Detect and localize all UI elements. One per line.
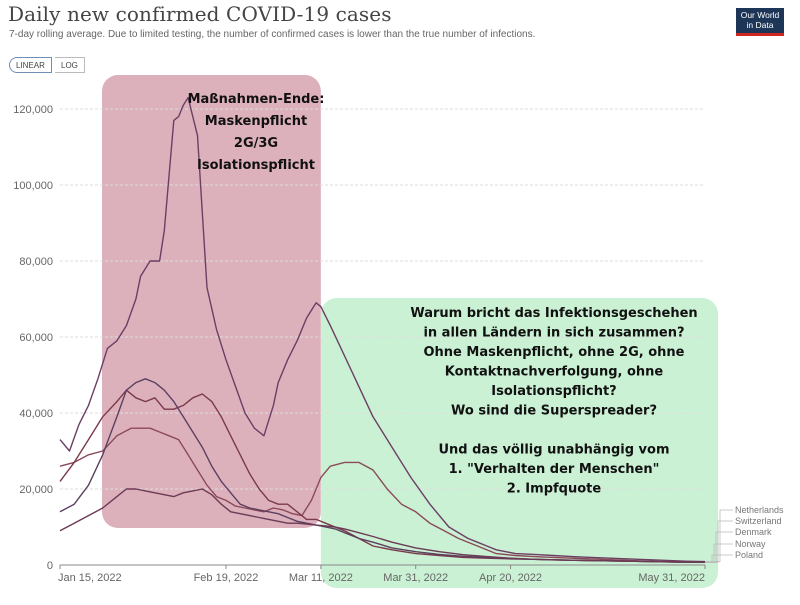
red-highlight-box <box>102 75 321 528</box>
y-tick-label: 40,000 <box>19 408 53 420</box>
legend-label-netherlands: Netherlands <box>735 505 784 515</box>
legend-label-poland: Poland <box>735 550 763 560</box>
x-tick-label: Mar 31, 2022 <box>383 572 448 584</box>
red-annotation-line: Isolationspflicht <box>197 158 315 173</box>
y-tick-label: 0 <box>47 560 53 572</box>
green-annotation-line: 2. Impfquote <box>507 482 602 497</box>
green-annotation-line: in allen Ländern in sich zusammen? <box>423 326 684 341</box>
red-annotation-line: Maßnahmen-Ende: <box>188 92 325 107</box>
red-annotation-line: Maskenpflicht <box>205 114 307 129</box>
x-tick-label: Jan 15, 2022 <box>58 572 122 584</box>
series-line-poland <box>59 488 706 563</box>
green-annotation-line: Wo sind die Superspreader? <box>451 404 657 419</box>
green-annotation-line: Kontaktnachverfolgung, ohne <box>445 365 664 380</box>
green-annotation-line: Und das völlig unabhängig vom <box>438 443 669 458</box>
y-tick-label: 100,000 <box>13 180 53 192</box>
series-line-netherlands <box>59 96 706 563</box>
y-tick-label: 20,000 <box>19 484 53 496</box>
owid-logo: Our World in Data <box>736 8 784 36</box>
green-annotation-line: Warum bricht das Infektionsgeschehen <box>410 306 697 321</box>
chart-subtitle: 7-day rolling average. Due to limited te… <box>9 29 536 40</box>
series-line-switzerland <box>59 427 706 563</box>
red-annotation-line: 2G/3G <box>234 136 278 151</box>
green-annotation-line: Ohne Maskenpflicht, ohne 2G, ohne <box>424 345 685 360</box>
logo-text-line-1: Our World <box>740 10 780 20</box>
logo-text-line-2: in Data <box>746 20 774 30</box>
linear-scale-button[interactable]: LINEAR <box>9 57 52 73</box>
y-tick-label: 60,000 <box>19 332 53 344</box>
y-tick-label: 80,000 <box>19 256 53 268</box>
chart-title: Daily new confirmed COVID-19 cases <box>8 2 392 26</box>
green-annotation-line: Isolationspflicht? <box>491 384 616 399</box>
legend-connector <box>705 554 733 563</box>
legend-label-norway: Norway <box>735 539 766 549</box>
legend-label-switzerland: Switzerland <box>735 516 782 526</box>
x-tick-label: Mar 11, 2022 <box>289 572 353 584</box>
green-annotation-line: 1. "Verhalten der Menschen" <box>449 462 660 477</box>
series-line-norway <box>59 378 706 563</box>
x-tick-label: May 31, 2022 <box>638 572 705 584</box>
y-tick-label: 120,000 <box>13 104 53 116</box>
legend-connector <box>705 509 733 562</box>
log-scale-button[interactable]: LOG <box>55 57 85 73</box>
x-tick-label: Apr 20, 2022 <box>479 572 542 584</box>
x-tick-label: Feb 19, 2022 <box>194 572 259 584</box>
legend-label-denmark: Denmark <box>735 527 772 537</box>
